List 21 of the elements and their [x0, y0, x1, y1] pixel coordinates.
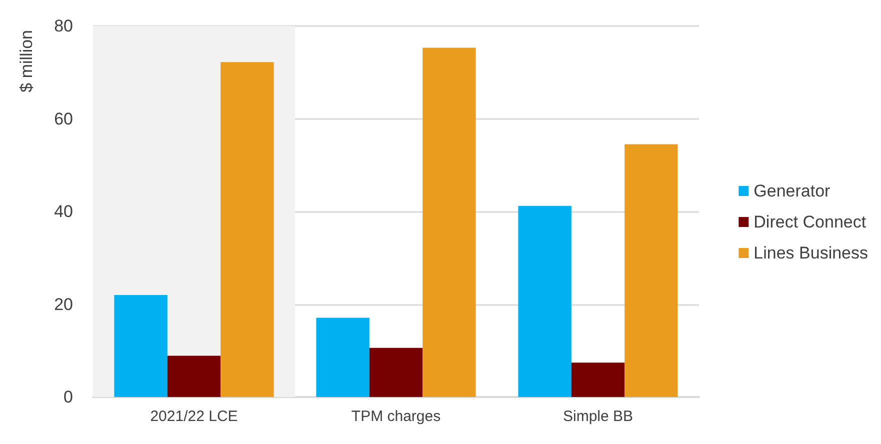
bar	[369, 348, 423, 397]
bar	[220, 62, 274, 397]
y-tick-label: 0	[64, 388, 73, 406]
bar	[167, 356, 221, 397]
bar	[422, 48, 476, 397]
x-tick-label: 2021/22 LCE	[150, 408, 238, 425]
bar	[571, 362, 625, 397]
y-tick-label: 20	[54, 294, 73, 314]
y-tick-label: 40	[54, 202, 73, 221]
bar	[624, 144, 678, 397]
legend-label: Direct Connect	[754, 212, 866, 232]
y-tick-label: 80	[54, 16, 73, 36]
legend-label: Generator	[754, 182, 831, 200]
y-tick-label: 60	[54, 109, 73, 128]
x-tick-label: TPM charges	[351, 408, 441, 425]
bar	[316, 318, 370, 397]
bar	[518, 206, 572, 397]
bar	[114, 294, 168, 397]
x-tick-label: Simple BB	[562, 408, 634, 425]
legend-label: Lines Business	[754, 244, 868, 262]
y-axis-title: $ million	[17, 30, 36, 92]
